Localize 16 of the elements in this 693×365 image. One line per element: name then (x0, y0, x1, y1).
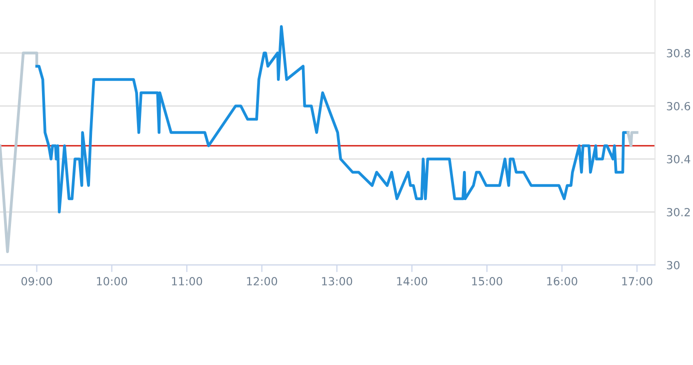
y-tick-label: 30.8 (666, 48, 690, 58)
x-tick-label: 11:00 (172, 277, 202, 286)
y-tick-label: 30.4 (666, 154, 690, 164)
y-tick-label: 30.2 (666, 208, 690, 216)
x-tick-label: 14:00 (397, 277, 428, 286)
x-tick-label: 16:00 (547, 277, 578, 286)
x-tick-label: 09:00 (21, 277, 52, 286)
x-tick-label: 15:00 (472, 277, 502, 286)
line-series (0, 52, 38, 254)
x-tick-label: 12:00 (247, 277, 278, 286)
x-tick-label: 17:00 (622, 277, 652, 286)
x-tick-label: 13:00 (322, 277, 352, 286)
x-tick-label: 10:00 (97, 277, 128, 286)
y-tick-label: 30.6 (666, 102, 690, 110)
line-series (35, 25, 630, 214)
y-tick-label: 30 (666, 260, 680, 270)
